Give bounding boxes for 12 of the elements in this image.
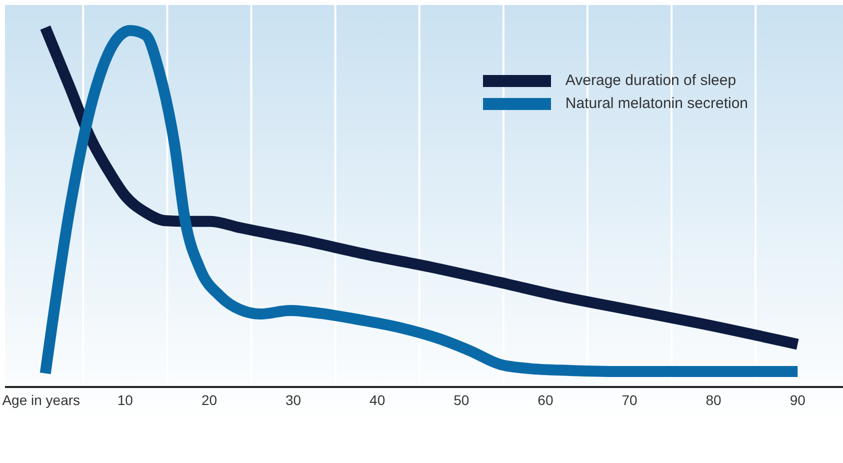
x-tick-label: 70 (622, 392, 638, 408)
x-tick-label: 10 (117, 392, 134, 408)
x-tick-label: 80 (706, 392, 722, 408)
x-tick-label: 20 (201, 392, 218, 408)
x-tick-label: 50 (454, 392, 470, 408)
x-tick-label: Age in years (2, 392, 80, 408)
x-tick-label: 60 (538, 392, 554, 408)
x-tick-label: 40 (370, 392, 386, 408)
x-tick-label: 90 (790, 392, 806, 408)
x-tick-label: 30 (286, 392, 302, 408)
legend-label: Natural melatonin secretion (565, 95, 748, 112)
legend-label: Average duration of sleep (565, 72, 736, 89)
